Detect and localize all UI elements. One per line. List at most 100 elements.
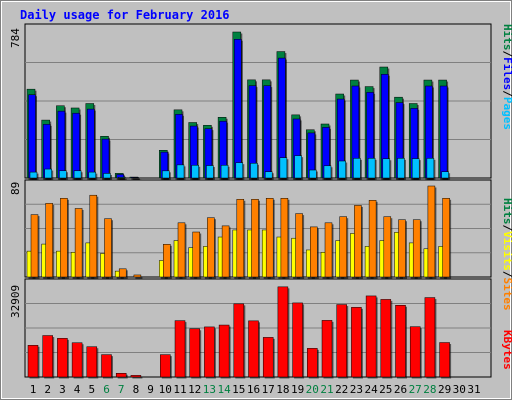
bar-pages bbox=[294, 155, 302, 179]
mid-max-label: 89 bbox=[9, 182, 22, 195]
bar-kbytes bbox=[174, 320, 186, 378]
bar-files bbox=[439, 85, 448, 179]
bar-visits bbox=[280, 198, 289, 278]
bar-visits bbox=[339, 216, 347, 278]
bar-kbytes bbox=[395, 304, 406, 378]
bar-pages bbox=[162, 170, 170, 179]
bar-pages bbox=[176, 164, 185, 179]
bar-kbytes bbox=[424, 297, 436, 378]
bar-visits bbox=[30, 214, 39, 278]
day-label: 12 bbox=[188, 383, 201, 396]
bar-visits bbox=[133, 274, 142, 278]
day-label: 22 bbox=[335, 383, 348, 396]
bar-kbytes bbox=[262, 337, 274, 378]
bar-visits bbox=[398, 219, 406, 278]
bot-max-label: 32909 bbox=[9, 285, 22, 318]
bar-kbytes bbox=[57, 338, 68, 378]
bar-pages bbox=[323, 165, 332, 179]
legend-kbytes: KBytes bbox=[501, 330, 512, 370]
bar-kbytes bbox=[439, 342, 450, 378]
day-label: 27 bbox=[409, 383, 422, 396]
bar-pages bbox=[235, 162, 244, 179]
bar-kbytes bbox=[204, 326, 215, 378]
bar-files bbox=[28, 94, 36, 179]
bar-kbytes bbox=[336, 304, 347, 378]
day-label: 10 bbox=[159, 383, 172, 396]
mid-right-legend: Hits/Visits/Sites bbox=[501, 198, 512, 311]
legend-sep-2: / bbox=[501, 90, 512, 97]
bar-files bbox=[101, 138, 110, 179]
bar-pages bbox=[59, 170, 67, 179]
bar-pages bbox=[117, 177, 126, 179]
bar-visits bbox=[427, 185, 436, 278]
bar-visits bbox=[354, 205, 362, 278]
panel-kbytes bbox=[24, 278, 492, 379]
bar-kbytes bbox=[27, 345, 39, 378]
bar-kbytes bbox=[115, 373, 127, 378]
bar-kbytes bbox=[277, 286, 289, 378]
bar-pages bbox=[250, 163, 258, 179]
bar-visits-shadow bbox=[135, 276, 143, 279]
bar-visits bbox=[442, 198, 450, 278]
bar-visits bbox=[163, 244, 171, 278]
bar-visits bbox=[412, 219, 421, 278]
day-label: 30 bbox=[453, 383, 466, 396]
bar-kbytes bbox=[292, 302, 303, 378]
bar-visits bbox=[324, 222, 333, 278]
day-label: 20 bbox=[306, 383, 319, 396]
bar-visits bbox=[368, 200, 377, 278]
day-label: 14 bbox=[217, 383, 231, 396]
bar-pages bbox=[220, 165, 229, 179]
bar-pages bbox=[441, 171, 449, 179]
bar-kbytes bbox=[409, 326, 421, 378]
legend-sep-4: / bbox=[501, 271, 512, 278]
bar-visits bbox=[118, 268, 127, 278]
day-label: 21 bbox=[320, 383, 333, 396]
day-label: 13 bbox=[203, 383, 216, 396]
bar-kbytes bbox=[160, 354, 171, 378]
svg-text:Hits/Files/Pages: Hits/Files/Pages bbox=[501, 24, 512, 130]
chart-title: Daily usage for February 2016 bbox=[20, 8, 230, 22]
day-label: 26 bbox=[394, 383, 407, 396]
day-label: 6 bbox=[103, 383, 110, 396]
bar-visits bbox=[383, 216, 392, 278]
bar-pages bbox=[103, 173, 111, 179]
day-label: 31 bbox=[467, 383, 480, 396]
bar-visits bbox=[207, 217, 215, 278]
legend-pages: Pages bbox=[501, 97, 512, 130]
bar-files bbox=[72, 112, 80, 179]
day-label: 29 bbox=[438, 383, 451, 396]
bar-kbytes bbox=[233, 303, 245, 378]
day-label: 2 bbox=[44, 383, 51, 396]
day-label: 25 bbox=[379, 383, 392, 396]
bar-pages-shadow bbox=[119, 178, 127, 180]
bar-kbytes bbox=[86, 346, 98, 378]
day-axis-labels: 1 2 3 4 5 6 7 8 9 10 11 12 13 14 15 16 17 18 19 20 21 22 23 24 2… bbox=[30, 383, 481, 396]
bot-right-legend: KBytes bbox=[501, 330, 512, 370]
legend-sep-1: / bbox=[501, 51, 512, 58]
day-label: 4 bbox=[74, 383, 81, 396]
bar-pages bbox=[411, 158, 420, 179]
day-label: 9 bbox=[147, 383, 154, 396]
bar-pages bbox=[309, 169, 317, 179]
panel-hits-files-pages bbox=[24, 23, 492, 180]
bar-pages bbox=[338, 160, 346, 179]
bar-kbytes bbox=[130, 375, 142, 378]
bar-pages bbox=[44, 168, 52, 179]
bar-pages bbox=[397, 158, 405, 179]
bar-kbytes bbox=[351, 307, 362, 378]
bar-pages bbox=[88, 171, 97, 179]
bar-pages bbox=[73, 170, 82, 179]
bar-visits bbox=[74, 208, 83, 278]
day-label: 19 bbox=[291, 383, 304, 396]
day-label: 15 bbox=[232, 383, 245, 396]
bar-files bbox=[57, 110, 66, 179]
day-label: 8 bbox=[133, 383, 140, 396]
bar-pages bbox=[191, 165, 199, 179]
day-label: 28 bbox=[423, 383, 436, 396]
bar-kbytes bbox=[321, 320, 333, 378]
bar-pages bbox=[353, 158, 361, 179]
bar-kbytes-shadow bbox=[132, 376, 143, 379]
bar-kbytes bbox=[380, 299, 392, 378]
